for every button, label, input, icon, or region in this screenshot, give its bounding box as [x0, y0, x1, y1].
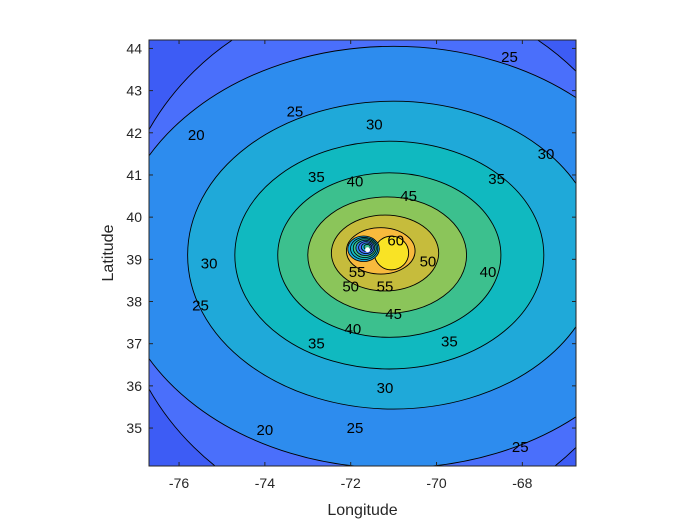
- x-axis-title: Longitude: [327, 502, 397, 519]
- contour-label: 50: [342, 279, 359, 296]
- contour-label: 35: [308, 336, 325, 353]
- axes-frame: [148, 39, 577, 467]
- contour-label: 50: [420, 253, 437, 270]
- source-peak-cluster: [347, 235, 380, 262]
- y-tick-label: 43: [126, 83, 142, 99]
- y-tick-label: 40: [126, 209, 142, 225]
- y-tick-label: 38: [126, 294, 142, 310]
- contour-label: 20: [257, 422, 274, 439]
- x-tick-label: -72: [341, 475, 361, 491]
- contour-label: 45: [385, 306, 402, 323]
- plot-area: 20 20 25 25 25 25 25 30 30 30 30 35 35 35 35 40 40 40 45 45…: [149, 40, 576, 466]
- contour-label: 25: [347, 420, 364, 437]
- y-tick-label: 44: [126, 40, 142, 56]
- y-tick-label: 35: [126, 420, 142, 436]
- contour-label: 25: [512, 439, 529, 456]
- contour-label: 45: [400, 188, 417, 205]
- contour-label: 35: [308, 169, 325, 186]
- x-tick-label: -68: [512, 475, 532, 491]
- y-tick-label: 39: [126, 251, 142, 267]
- contour-label: 30: [366, 116, 383, 133]
- source-point-marker: [365, 247, 371, 253]
- x-tick-label: -74: [255, 475, 275, 491]
- x-tick-label: -70: [426, 475, 446, 491]
- contour-label: 40: [347, 173, 364, 190]
- y-tick-label: 42: [126, 125, 142, 141]
- contour-label: 30: [201, 256, 218, 273]
- contour-label: 55: [377, 279, 394, 296]
- contour-label: 35: [488, 171, 505, 188]
- contour-label: 55: [349, 264, 366, 281]
- contour-label: 40: [345, 321, 362, 338]
- contour-label: 20: [188, 127, 205, 144]
- contour-label: 30: [538, 146, 555, 163]
- y-tick-label: 36: [126, 378, 142, 394]
- contour-label: 25: [287, 104, 304, 121]
- contour-label: 35: [441, 334, 458, 351]
- y-axis-title: Latitude: [100, 224, 117, 281]
- y-tick-label: 41: [126, 167, 142, 183]
- contour-label: 25: [192, 298, 209, 315]
- contour-label: 30: [377, 380, 394, 397]
- x-tick-label: -76: [169, 475, 189, 491]
- contour-label: 25: [501, 49, 518, 66]
- y-tick-label: 37: [126, 336, 142, 352]
- contour-label: 40: [480, 264, 497, 281]
- contour-label: 60: [387, 232, 404, 249]
